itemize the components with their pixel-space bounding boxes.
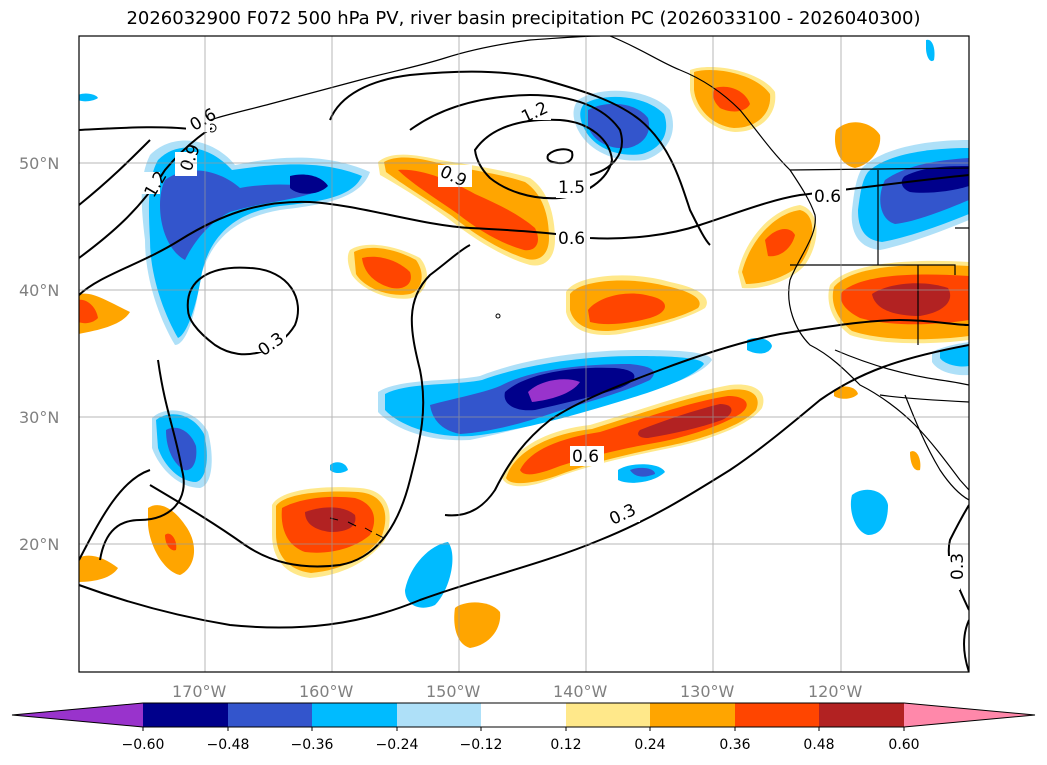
precip-positive-region — [910, 451, 921, 471]
precip-negative-region — [747, 338, 772, 354]
lon-label: 170°W — [172, 682, 227, 701]
colorbar-label: 0.36 — [719, 737, 750, 753]
precip-positive-region — [362, 256, 411, 289]
colorbar-label: −0.12 — [460, 737, 503, 753]
pv-contours — [79, 70, 969, 672]
precip-positive-region — [765, 228, 795, 257]
longitude-labels: 170°W 160°W 150°W 140°W 130°W 120°W — [172, 682, 863, 701]
precip-negative-region — [405, 542, 453, 608]
colorbar-labels: −0.60 −0.48 −0.36 −0.24 −0.12 0.12 0.24 … — [122, 737, 920, 753]
precip-negative-region — [528, 379, 580, 402]
precip-shading — [79, 39, 969, 648]
lat-label: 20°N — [19, 535, 59, 554]
precip-positive-region — [872, 283, 951, 316]
colorbar-ticks — [142, 727, 905, 731]
precip-negative-region — [166, 427, 197, 471]
precip-positive-region — [305, 507, 356, 532]
coastlines — [189, 36, 969, 501]
precip-positive-region — [79, 299, 98, 324]
contour-label: 1.5 — [558, 178, 585, 198]
map-area: 1.2 0.9 0.6 1.2 0.9 1.5 0.6 0.6 0.3 0.6 … — [79, 36, 969, 672]
precip-positive-region — [79, 293, 130, 334]
precip-negative-region — [79, 93, 98, 102]
lon-label: 130°W — [680, 682, 735, 701]
contour-label: 0.6 — [558, 229, 585, 249]
colorbar-label: 0.48 — [803, 737, 834, 753]
colorbar-segment — [228, 703, 312, 727]
precip-negative-region — [630, 467, 655, 477]
colorbar-label: −0.60 — [122, 737, 165, 753]
precip-positive-region — [165, 533, 177, 551]
precip-negative-region — [290, 174, 328, 194]
colorbar-label: −0.24 — [376, 737, 419, 753]
gridlines — [79, 36, 969, 672]
colorbar-extend-high — [904, 703, 1035, 727]
contour-label: 0.3 — [948, 553, 968, 580]
colorbar-label: 0.60 — [888, 737, 919, 753]
lat-label: 30°N — [19, 408, 59, 427]
colorbar-segment — [735, 703, 819, 727]
precip-positive-region — [713, 86, 750, 112]
precip-negative-region — [940, 346, 969, 367]
precip-positive-region — [834, 122, 881, 168]
colorbar-segment — [397, 703, 481, 727]
colorbar-label: 0.12 — [550, 737, 581, 753]
precip-positive-region — [454, 602, 501, 648]
colorbar-segment — [819, 703, 904, 727]
lon-label: 140°W — [553, 682, 608, 701]
precip-positive-region — [638, 404, 732, 438]
colorbar-segment — [650, 703, 735, 727]
map-frame — [78, 35, 970, 673]
precip-positive-region — [588, 293, 665, 325]
colorbar-segment — [566, 703, 650, 727]
precip-negative-region — [160, 170, 320, 260]
lon-label: 150°W — [426, 682, 481, 701]
lat-label: 50°N — [19, 154, 59, 173]
lat-label: 40°N — [19, 281, 59, 300]
precip-negative-region — [850, 489, 888, 535]
colorbar-segment — [481, 703, 566, 727]
precip-positive-region — [834, 386, 858, 399]
figure-title: 2026032900 F072 500 hPa PV, river basin … — [126, 8, 921, 29]
colorbar — [11, 702, 1036, 728]
colorbar-label: −0.48 — [207, 737, 250, 753]
lon-label: 160°W — [299, 682, 354, 701]
colorbar-segment — [143, 703, 228, 727]
colorbar-label: 0.24 — [634, 737, 665, 753]
colorbar-extend-low — [12, 703, 143, 727]
precip-negative-region — [926, 39, 935, 62]
contour-label: 0.6 — [814, 187, 841, 207]
precip-positive-region — [79, 555, 118, 582]
lon-label: 120°W — [808, 682, 863, 701]
precip-negative-region — [330, 462, 348, 473]
colorbar-segment — [312, 703, 397, 727]
latitude-labels: 50°N 40°N 30°N 20°N — [19, 154, 59, 554]
colorbar-label: −0.36 — [291, 737, 334, 753]
